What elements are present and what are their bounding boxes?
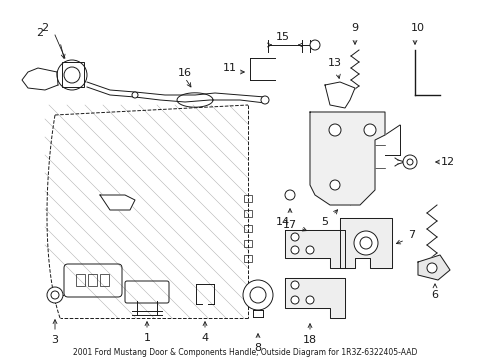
Circle shape — [406, 159, 412, 165]
Text: 10: 10 — [410, 23, 424, 33]
Text: 14: 14 — [275, 217, 289, 227]
Circle shape — [359, 237, 371, 249]
Bar — [244, 240, 251, 247]
Polygon shape — [309, 112, 384, 205]
Text: 2: 2 — [41, 23, 48, 33]
Circle shape — [51, 291, 59, 299]
Text: 12: 12 — [440, 157, 454, 167]
Polygon shape — [417, 255, 449, 280]
Text: 7: 7 — [407, 230, 415, 240]
Bar — [244, 210, 251, 217]
Circle shape — [261, 96, 268, 104]
Circle shape — [243, 280, 272, 310]
Circle shape — [285, 190, 294, 200]
Circle shape — [290, 281, 298, 289]
Circle shape — [309, 40, 319, 50]
Text: 6: 6 — [430, 290, 438, 300]
Circle shape — [329, 180, 339, 190]
Text: 17: 17 — [283, 220, 296, 230]
Bar — [244, 255, 251, 262]
Circle shape — [57, 60, 87, 90]
Circle shape — [353, 231, 377, 255]
Bar — [244, 225, 251, 232]
Polygon shape — [100, 195, 135, 210]
Bar — [62, 62, 84, 87]
Circle shape — [402, 155, 416, 169]
Circle shape — [64, 67, 80, 83]
Text: 9: 9 — [351, 23, 358, 33]
Bar — [88, 274, 97, 286]
Circle shape — [290, 296, 298, 304]
Circle shape — [249, 287, 265, 303]
Circle shape — [132, 92, 138, 98]
Polygon shape — [339, 218, 391, 268]
Polygon shape — [325, 82, 354, 108]
Text: 3: 3 — [51, 335, 59, 345]
Circle shape — [328, 124, 340, 136]
Text: 2001 Ford Mustang Door & Components Handle, Outside Diagram for 1R3Z-6322405-AAD: 2001 Ford Mustang Door & Components Hand… — [73, 348, 416, 357]
Circle shape — [305, 246, 313, 254]
Polygon shape — [285, 230, 345, 268]
Bar — [76, 274, 85, 286]
Text: 4: 4 — [201, 333, 208, 343]
Text: 1: 1 — [143, 333, 150, 343]
Text: 15: 15 — [275, 32, 289, 42]
Text: 2: 2 — [37, 28, 43, 38]
Circle shape — [305, 296, 313, 304]
Circle shape — [47, 287, 63, 303]
Text: 13: 13 — [327, 58, 341, 68]
Text: 16: 16 — [178, 68, 192, 78]
Text: 5: 5 — [321, 217, 328, 227]
Circle shape — [426, 263, 436, 273]
Circle shape — [290, 246, 298, 254]
Circle shape — [363, 124, 375, 136]
Bar — [244, 195, 251, 202]
Bar — [100, 274, 109, 286]
Circle shape — [290, 233, 298, 241]
Text: 8: 8 — [254, 343, 261, 353]
Text: 18: 18 — [303, 335, 316, 345]
Polygon shape — [285, 278, 345, 318]
Text: 11: 11 — [223, 63, 237, 73]
